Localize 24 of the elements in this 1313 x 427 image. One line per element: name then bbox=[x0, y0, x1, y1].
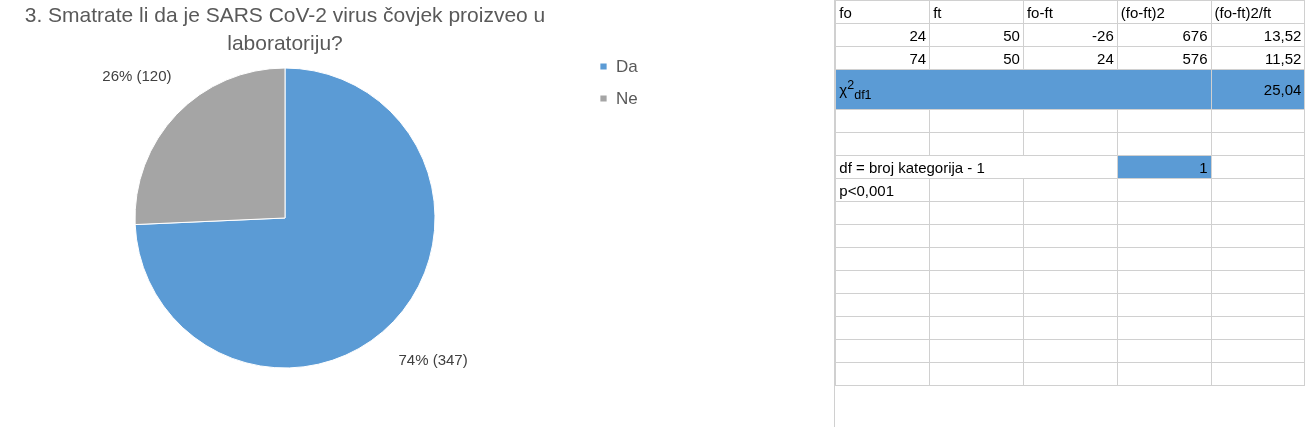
text: fo bbox=[835, 0, 930, 24]
text: 1 bbox=[1117, 155, 1212, 179]
text: 13,52 bbox=[1211, 23, 1305, 47]
data-label: 74% (347) bbox=[398, 350, 468, 368]
text: (fo-ft)2/ft bbox=[1211, 0, 1305, 24]
text: 74 bbox=[835, 46, 930, 70]
text: 25,04 bbox=[1211, 69, 1305, 110]
data-label: 26% (120) bbox=[102, 67, 172, 85]
text: 50 bbox=[929, 46, 1024, 70]
text: ft bbox=[929, 0, 1024, 24]
text: (fo-ft)2 bbox=[1117, 0, 1212, 24]
text: p<0,001 bbox=[835, 178, 930, 202]
text: 24 bbox=[1023, 46, 1118, 70]
text: 576 bbox=[1117, 46, 1212, 70]
text: 24 bbox=[835, 23, 930, 47]
text: 11,52 bbox=[1211, 46, 1305, 70]
chart-title: 3. Smatrate li da je SARS CoV-2 virus čovjek proizveo u laboratoriju? bbox=[24, 3, 546, 54]
text: 50 bbox=[929, 23, 1024, 47]
text: 676 bbox=[1117, 23, 1212, 47]
legend-label: Da bbox=[616, 56, 639, 76]
text: fo-ft bbox=[1023, 0, 1118, 24]
legend-label: Ne bbox=[616, 88, 638, 108]
text: -26 bbox=[1023, 23, 1118, 47]
text: df = broj kategorija - 1 bbox=[835, 155, 1118, 179]
